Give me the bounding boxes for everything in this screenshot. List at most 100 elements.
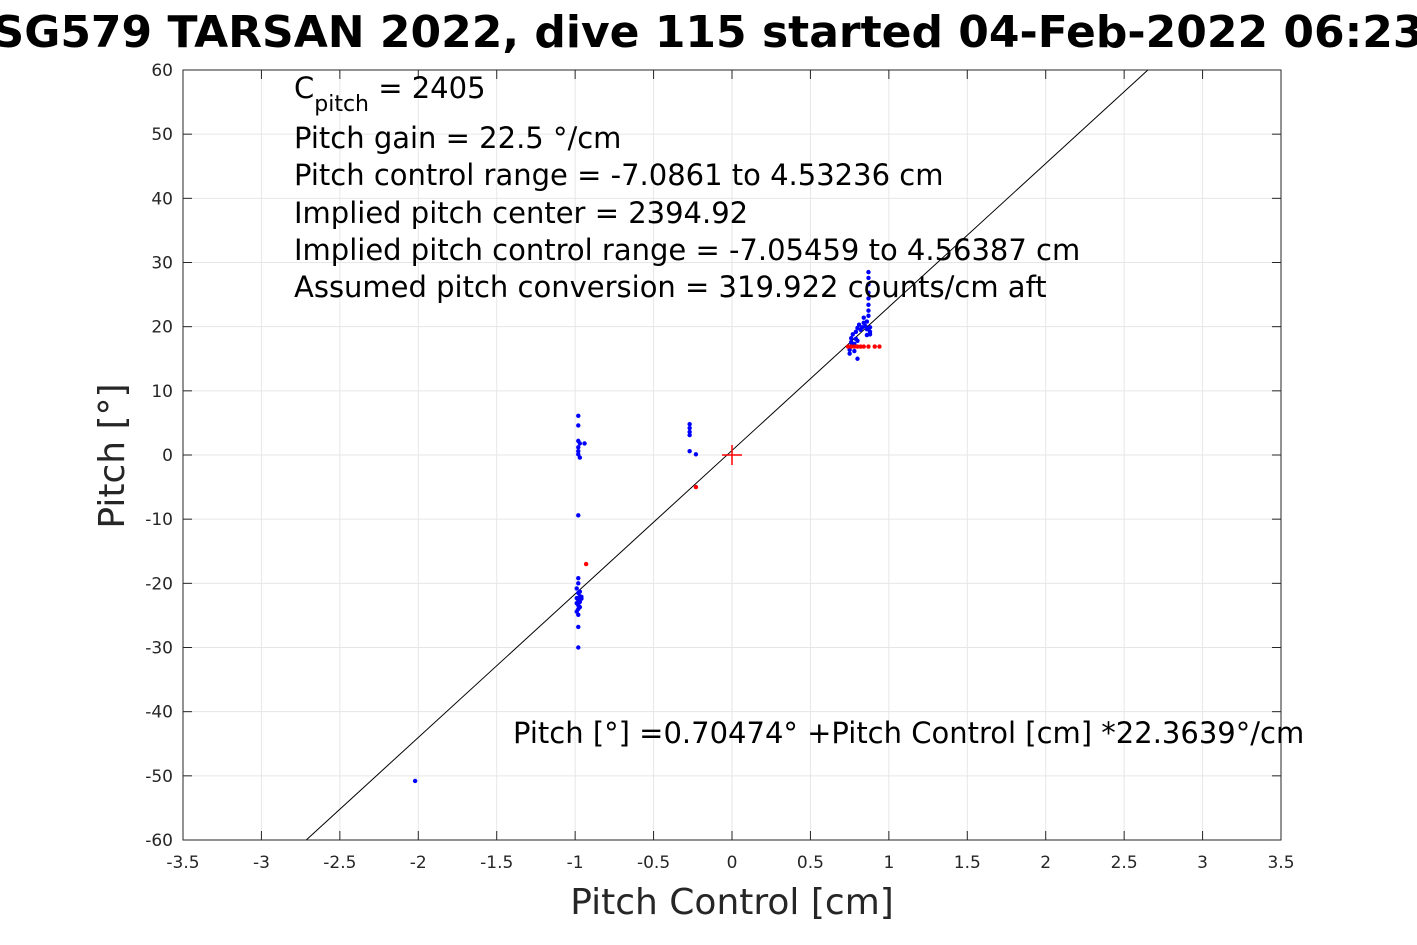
annotation-implied-center: Implied pitch center = 2394.92 bbox=[294, 196, 748, 230]
grid-lines bbox=[182, 69, 1282, 841]
data-point bbox=[687, 425, 692, 431]
x-axis-label: Pitch Control [cm] bbox=[570, 882, 894, 923]
data-point bbox=[576, 448, 581, 454]
data-point bbox=[687, 432, 692, 438]
flagged-data-point bbox=[849, 344, 854, 349]
data-point bbox=[412, 778, 418, 784]
y-tick-label: -30 bbox=[145, 639, 173, 659]
c-pitch-value: = 2405 bbox=[369, 71, 486, 105]
y-tick-labels: -60 -50 -40 -30 -20 -10 0 10 20 30 40 50 60 bbox=[145, 61, 173, 851]
data-point bbox=[864, 332, 870, 338]
annotation-control-range: Pitch control range = -7.0861 to 4.53236… bbox=[294, 158, 943, 192]
y-tick-label: 40 bbox=[151, 189, 173, 209]
annotation-assumed-conversion: Assumed pitch conversion = 319.922 count… bbox=[294, 270, 1047, 304]
data-point bbox=[866, 313, 871, 318]
data-point bbox=[866, 308, 871, 313]
data-point bbox=[855, 338, 860, 343]
c-pitch-subscript: pitch bbox=[314, 92, 369, 117]
y-tick-label: -20 bbox=[145, 574, 173, 594]
flagged-data-point bbox=[583, 561, 589, 567]
x-tick-label: 3.5 bbox=[1267, 853, 1294, 873]
y-tick-label: -40 bbox=[145, 703, 173, 723]
y-tick-label: 50 bbox=[151, 125, 173, 145]
data-point bbox=[693, 452, 699, 457]
data-point bbox=[574, 586, 579, 591]
data-point bbox=[576, 423, 581, 428]
data-point bbox=[853, 329, 859, 334]
y-tick-label: 10 bbox=[151, 382, 173, 402]
data-point bbox=[866, 282, 871, 287]
data-point bbox=[577, 441, 583, 446]
flagged-data-point bbox=[855, 344, 860, 349]
annotation-fit-equation: Pitch [°] =0.70474° +Pitch Control [cm] … bbox=[513, 716, 1304, 750]
x-tick-label: 0 bbox=[727, 853, 738, 873]
flagged-data-point bbox=[845, 344, 851, 349]
data-point bbox=[576, 513, 581, 518]
y-tick-label: -10 bbox=[145, 510, 173, 530]
flagged-data-point bbox=[866, 344, 871, 349]
data-point bbox=[579, 594, 584, 600]
flagged-data-point bbox=[858, 344, 863, 349]
data-point bbox=[861, 315, 866, 320]
flagged-data-point bbox=[852, 344, 857, 349]
x-tick-label: 2.5 bbox=[1111, 853, 1138, 873]
data-point bbox=[866, 269, 871, 275]
data-point bbox=[850, 332, 855, 337]
x-tick-label: -2 bbox=[410, 853, 427, 873]
data-point bbox=[576, 445, 581, 450]
flagged-data-point bbox=[872, 344, 877, 349]
x-tick-labels: -3.5 -3 -2.5 -2 -1.5 -1 -0.5 0 0.5 1 1.5 2 2.5 3 3.5 bbox=[166, 853, 1294, 873]
x-tick-label: 2 bbox=[1040, 853, 1051, 873]
y-tick-label: -60 bbox=[145, 831, 173, 851]
data-point bbox=[856, 322, 862, 327]
x-tick-label: 3 bbox=[1197, 853, 1208, 873]
data-point bbox=[852, 348, 857, 354]
data-point bbox=[576, 413, 581, 419]
flagged-data-point bbox=[877, 344, 882, 349]
x-tick-label: -3.5 bbox=[166, 853, 199, 873]
plot-area-border bbox=[182, 69, 1282, 841]
flagged-data-point bbox=[693, 484, 699, 490]
data-point bbox=[866, 275, 871, 281]
data-point bbox=[577, 589, 583, 594]
y-tick-label: 60 bbox=[151, 61, 173, 81]
data-point bbox=[576, 581, 581, 586]
annotation-c-pitch: Cpitch = 2405 bbox=[294, 71, 486, 117]
data-point bbox=[582, 441, 587, 446]
data-point bbox=[687, 448, 692, 454]
x-tick-label: -1 bbox=[567, 853, 584, 873]
flagged-data-point bbox=[861, 344, 866, 349]
x-tick-label: 0.5 bbox=[797, 853, 824, 873]
data-point bbox=[577, 455, 583, 460]
data-point bbox=[849, 336, 854, 341]
y-tick-label: 30 bbox=[151, 254, 173, 274]
data-point bbox=[576, 624, 581, 630]
data-point bbox=[687, 422, 692, 427]
x-tick-label: -1.5 bbox=[480, 853, 513, 873]
data-point bbox=[576, 612, 581, 617]
data-points bbox=[412, 269, 882, 784]
data-point bbox=[687, 429, 692, 435]
annotation-implied-range: Implied pitch control range = -7.05459 t… bbox=[294, 233, 1080, 267]
data-point bbox=[576, 576, 581, 581]
data-point bbox=[576, 645, 581, 650]
data-point bbox=[847, 351, 852, 356]
c-pitch-letter: C bbox=[294, 71, 314, 105]
x-tick-label: 1.5 bbox=[954, 853, 981, 873]
y-tick-label: 0 bbox=[162, 446, 173, 466]
data-point bbox=[867, 325, 873, 330]
y-axis-label: Pitch [°] bbox=[92, 383, 133, 528]
x-tick-label: -3 bbox=[253, 853, 270, 873]
annotation-pitch-gain: Pitch gain = 22.5 °/cm bbox=[294, 121, 621, 155]
data-point bbox=[855, 356, 860, 361]
data-point bbox=[866, 290, 871, 295]
center-marker-group bbox=[722, 445, 742, 465]
data-point bbox=[866, 296, 871, 301]
x-tick-label: 1 bbox=[883, 853, 894, 873]
data-point bbox=[864, 319, 870, 324]
chart-title: SG579 TARSAN 2022, dive 115 started 04-F… bbox=[0, 7, 1417, 58]
x-tick-label: -0.5 bbox=[637, 853, 670, 873]
y-tick-label: -50 bbox=[145, 767, 173, 787]
y-tick-label: 20 bbox=[151, 318, 173, 338]
